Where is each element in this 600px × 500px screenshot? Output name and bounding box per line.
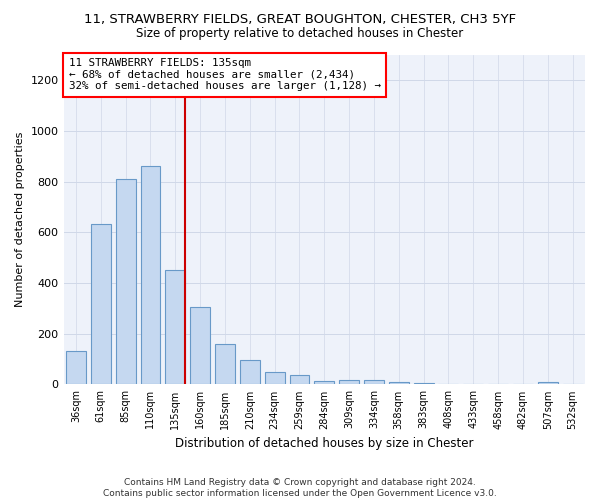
Bar [314, 380, 334, 384]
Text: Size of property relative to detached houses in Chester: Size of property relative to detached ho… [136, 28, 464, 40]
X-axis label: Distribution of detached houses by size in Chester: Distribution of detached houses by size … [175, 437, 473, 450]
Text: Contains HM Land Registry data © Crown copyright and database right 2024.
Contai: Contains HM Land Registry data © Crown c… [103, 478, 497, 498]
Bar [91, 224, 111, 384]
Bar [66, 352, 86, 384]
Bar [538, 382, 557, 384]
Text: 11 STRAWBERRY FIELDS: 135sqm
← 68% of detached houses are smaller (2,434)
32% of: 11 STRAWBERRY FIELDS: 135sqm ← 68% of de… [69, 58, 381, 92]
Bar [413, 383, 434, 384]
Bar [290, 375, 310, 384]
Bar [166, 270, 185, 384]
Bar [140, 166, 160, 384]
Bar [215, 344, 235, 385]
Bar [240, 360, 260, 384]
Bar [265, 372, 284, 384]
Bar [339, 380, 359, 384]
Bar [190, 307, 210, 384]
Text: 11, STRAWBERRY FIELDS, GREAT BOUGHTON, CHESTER, CH3 5YF: 11, STRAWBERRY FIELDS, GREAT BOUGHTON, C… [84, 12, 516, 26]
Bar [364, 380, 384, 384]
Y-axis label: Number of detached properties: Number of detached properties [15, 132, 25, 308]
Bar [116, 179, 136, 384]
Bar [389, 382, 409, 384]
